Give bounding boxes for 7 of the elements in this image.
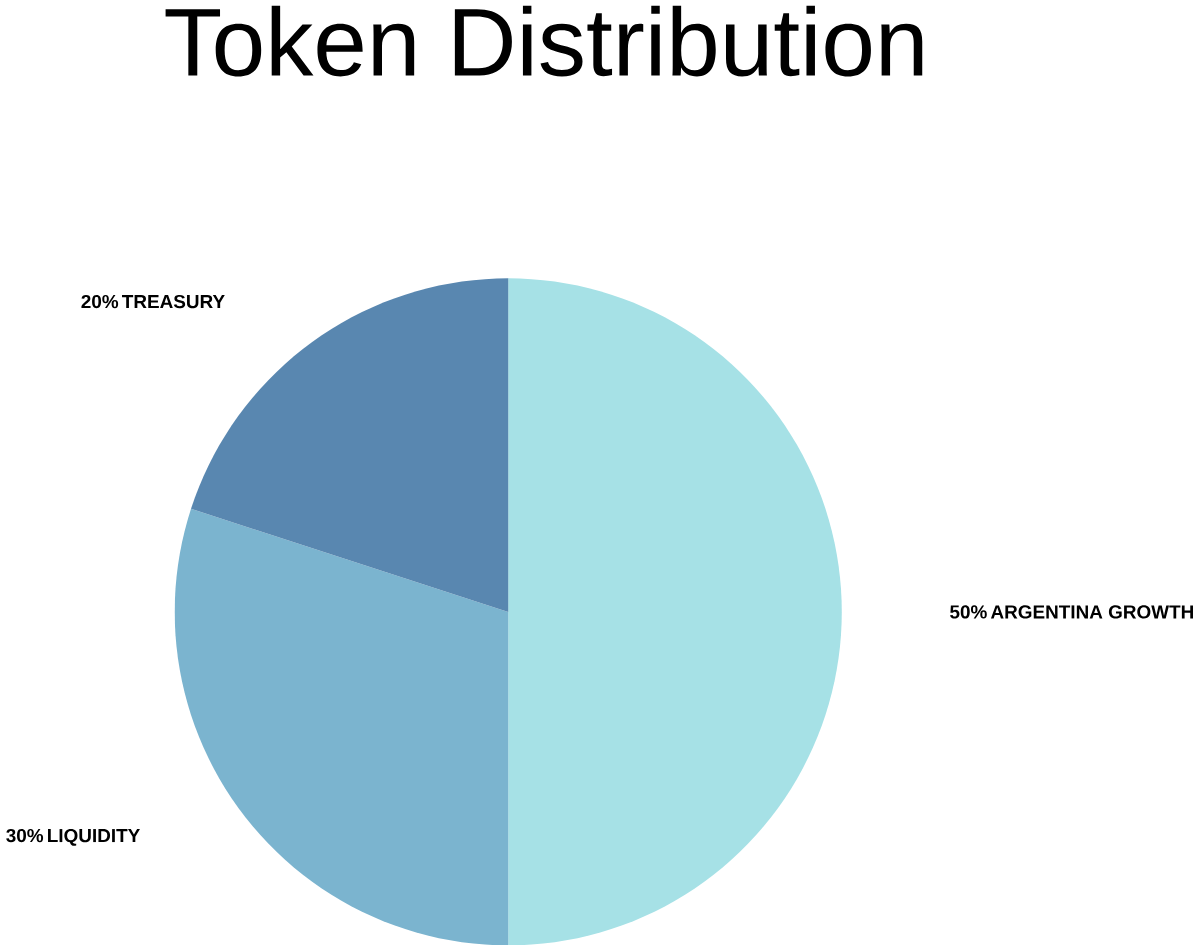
slice-label: ARGENTINA GROWTH (990, 605, 1193, 619)
chart-title: Token Distribution (165, 5, 923, 77)
slice-label: TREASURY (122, 294, 225, 309)
data-label: 30% (6, 828, 44, 843)
data-label: 20% (81, 294, 119, 309)
data-label: 50% (950, 605, 987, 619)
slice-label: LIQUIDITY (48, 828, 140, 846)
